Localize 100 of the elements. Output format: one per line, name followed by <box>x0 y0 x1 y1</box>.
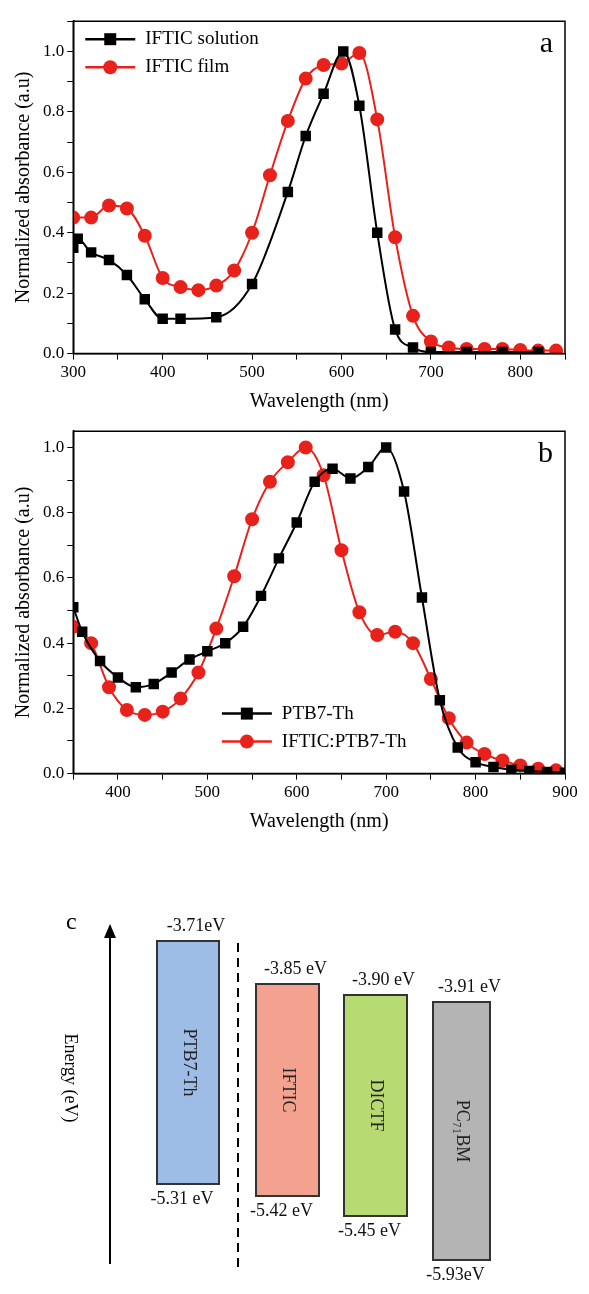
point <box>406 636 421 651</box>
point <box>370 628 385 643</box>
point <box>300 130 311 142</box>
point <box>298 440 313 455</box>
point <box>549 343 564 354</box>
point <box>148 678 159 690</box>
point <box>191 283 206 298</box>
energy-level-box: PC₇₁BM <box>432 1001 491 1261</box>
text: -3.90 eV <box>352 969 415 990</box>
point <box>298 71 313 86</box>
energy-level-box: IFTIC <box>255 983 320 1197</box>
point <box>157 313 168 325</box>
point <box>388 230 403 245</box>
x-axis-title: Wavelength (nm) <box>249 389 389 413</box>
legend-label: IFTIC:PTB7-Th <box>281 729 407 751</box>
point <box>73 233 83 245</box>
point <box>246 278 258 290</box>
point <box>85 247 97 258</box>
point <box>488 761 499 773</box>
point <box>227 263 242 278</box>
point <box>155 271 170 286</box>
point <box>227 569 242 584</box>
point <box>94 655 106 667</box>
point <box>309 476 320 487</box>
y-axis-title: Normalized absorbance (a.u) <box>11 71 35 304</box>
point <box>407 342 419 353</box>
point <box>103 254 115 266</box>
y-tick-label: 1.0 <box>43 40 65 60</box>
category-label: PC₇₁BM <box>453 1099 474 1163</box>
text: -5.42 eV <box>250 1200 313 1221</box>
text: -5.31 eV <box>150 1188 214 1209</box>
point <box>220 637 231 649</box>
point <box>416 592 428 603</box>
point <box>398 486 410 497</box>
point <box>139 293 151 305</box>
y-tick-label: 0.2 <box>43 697 65 717</box>
y-tick-label: 0.0 <box>43 763 65 783</box>
energy-level-box: DICTF <box>343 994 408 1217</box>
y-tick-label: 1.0 <box>43 436 65 456</box>
text: -5.93eV <box>426 1264 485 1285</box>
point <box>345 473 356 484</box>
point <box>477 747 492 762</box>
point <box>119 201 134 216</box>
point <box>166 667 177 678</box>
point <box>434 694 446 706</box>
point <box>255 590 267 602</box>
y-tick-label: 0.4 <box>43 222 65 242</box>
x-tick-label: 700 <box>418 362 444 382</box>
point <box>76 626 88 637</box>
point <box>245 225 260 240</box>
point <box>495 753 510 768</box>
point <box>273 553 285 564</box>
point <box>173 691 188 706</box>
point <box>121 269 133 281</box>
point <box>175 313 186 325</box>
point <box>262 474 277 489</box>
legend-label: PTB7-Th <box>281 701 355 723</box>
point <box>282 186 294 198</box>
category-label: DICTF <box>367 1079 388 1132</box>
point <box>338 46 349 57</box>
y-tick-label: 0.8 <box>43 101 65 121</box>
x-tick-label: 700 <box>373 782 399 802</box>
x-tick-label: 600 <box>284 782 310 802</box>
point <box>119 703 134 718</box>
text: -3.71eV <box>166 915 226 936</box>
legend-label: IFTIC solution <box>145 27 260 49</box>
point <box>237 621 249 633</box>
point <box>352 605 367 620</box>
point <box>102 680 117 695</box>
point <box>209 621 224 636</box>
point <box>280 455 295 470</box>
category-label: PTB7-Th <box>179 1028 200 1097</box>
point <box>280 113 295 128</box>
y-tick-label: 0.6 <box>43 161 65 181</box>
point <box>318 88 329 99</box>
legend-label: IFTIC film <box>145 55 230 77</box>
point <box>202 646 213 657</box>
point <box>470 756 481 768</box>
x-axis-title: Wavelength (nm) <box>249 809 389 833</box>
x-tick-label: 400 <box>105 782 131 802</box>
point <box>380 442 392 453</box>
x-tick-label: 800 <box>507 362 534 382</box>
y-tick-label: 0.0 <box>43 343 65 363</box>
x-tick-label: 500 <box>239 362 265 382</box>
point <box>506 764 517 774</box>
category-label: IFTIC <box>279 1067 300 1113</box>
x-tick-label: 600 <box>328 362 355 382</box>
x-tick-label: 300 <box>60 362 86 382</box>
point <box>452 742 463 753</box>
point <box>155 704 170 719</box>
point <box>102 198 117 213</box>
point <box>406 308 421 323</box>
point <box>184 654 195 665</box>
point <box>334 543 349 558</box>
point <box>262 168 277 183</box>
point <box>291 517 303 528</box>
text: Energy (eV) <box>59 1033 81 1123</box>
point <box>137 228 152 243</box>
annotation: a <box>539 25 553 59</box>
point <box>372 227 383 238</box>
